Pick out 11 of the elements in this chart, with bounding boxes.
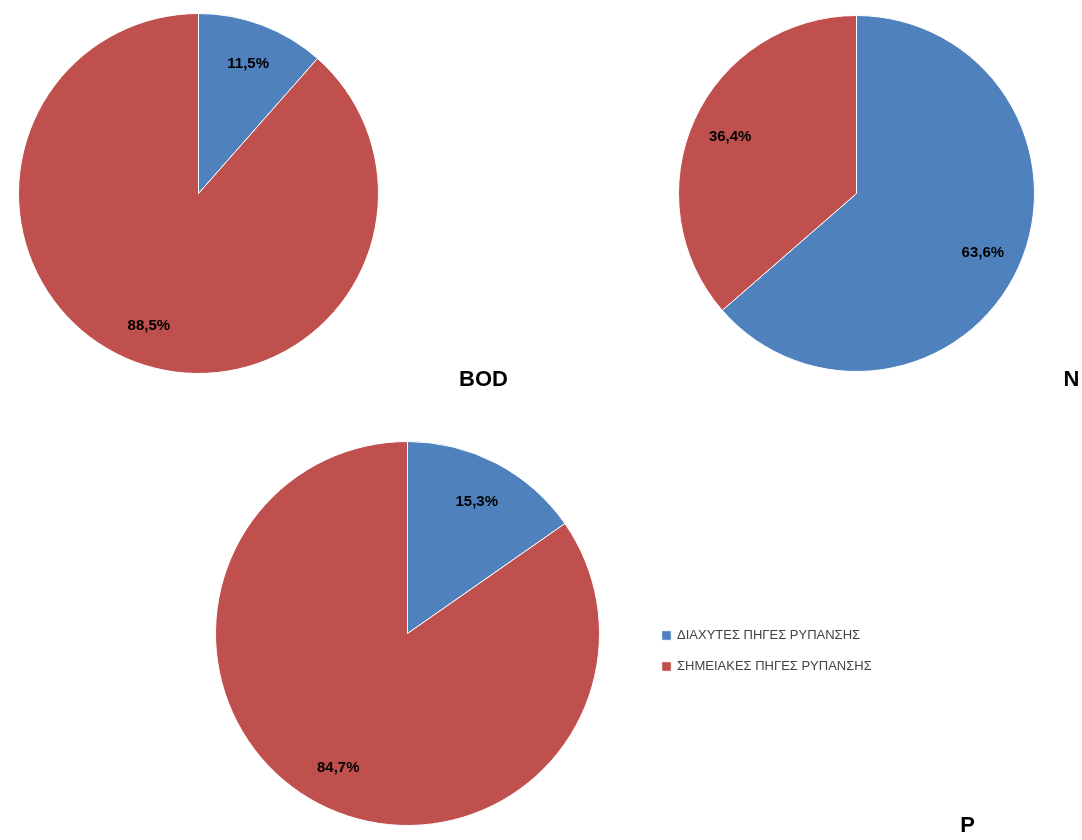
text: N bbox=[1063, 365, 1080, 391]
data-label: 11,5% bbox=[227, 53, 269, 71]
data-label: 88,5% bbox=[127, 316, 171, 334]
legend-label: ΔΙΑΧΥΤΕΣ ΠΗΓΕΣ ΡΥΠΑΝΣΗΣ bbox=[677, 627, 861, 642]
text: BOD bbox=[459, 365, 508, 391]
legend-label: ΣΗΜΕΙΑΚΕΣ ΠΗΓΕΣ ΡΥΠΑΝΣΗΣ bbox=[677, 658, 872, 673]
data-label: 15,3% bbox=[455, 492, 499, 510]
text: P bbox=[960, 811, 975, 837]
data-label: 63,6% bbox=[961, 242, 1005, 260]
data-label: 36,4% bbox=[708, 127, 752, 145]
data-label: 84,7% bbox=[316, 757, 360, 775]
